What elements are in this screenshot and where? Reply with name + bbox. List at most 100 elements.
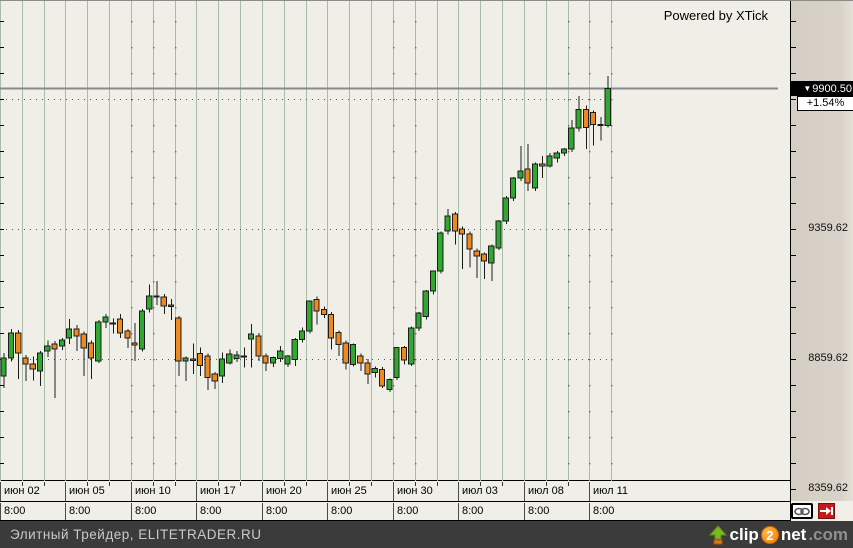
grid-dot [415, 281, 417, 283]
grid-dot [393, 255, 395, 257]
candle-up [415, 312, 422, 329]
clip2net-logo[interactable]: clip 2 net .com [708, 521, 848, 548]
grid-dot [568, 203, 570, 205]
grid-dot [589, 359, 591, 361]
grid-dot [415, 151, 417, 153]
day-minor-tick [22, 482, 23, 486]
price-axis-tick [791, 463, 796, 464]
candle-down [597, 123, 604, 127]
grid-dot [611, 281, 613, 283]
candle-up [444, 215, 451, 232]
grid-dot [153, 177, 155, 179]
plot-area[interactable]: Powered by XTick [0, 1, 790, 481]
candle-down [197, 353, 204, 366]
price-axis-tick [791, 99, 796, 100]
grid-dot [175, 255, 177, 257]
candle-down [15, 332, 22, 354]
grid-dot [611, 203, 613, 205]
day-minor-tick [284, 482, 285, 486]
grid-dot [415, 463, 417, 465]
date-label: июн 17 [196, 482, 261, 501]
candle-up [146, 295, 153, 310]
price-axis-tick [791, 21, 796, 22]
grid-dot [611, 437, 613, 439]
time-label: 8:00 [458, 503, 523, 520]
grid-dot [153, 255, 155, 257]
candle-down [262, 355, 269, 364]
grid-dot [175, 73, 177, 75]
candle-down [51, 343, 58, 350]
grid-dot [415, 21, 417, 23]
price-axis-tick [791, 255, 796, 256]
grid-dot [415, 99, 417, 101]
grid-dot [415, 385, 417, 387]
candle-down [459, 228, 466, 235]
day-minor-tick [87, 482, 88, 486]
grid-dot [568, 229, 570, 231]
grid-dot [131, 385, 133, 387]
time-label: 8:00 [524, 503, 589, 520]
grid-dot [589, 255, 591, 257]
price-axis-panel: 9359.62 8859.62 8359.62 ▼9900.50 +1.54% [790, 1, 853, 521]
grid-dot [175, 125, 177, 127]
day-minor-tick [480, 482, 481, 486]
grid-dot [153, 437, 155, 439]
grid-dot [415, 437, 417, 439]
candle-down [175, 317, 182, 362]
candle-down [342, 342, 349, 364]
candle-up [531, 163, 539, 189]
date-label: июн 20 [262, 482, 327, 501]
candle-up [233, 354, 240, 360]
time-label: 8:00 [131, 503, 196, 520]
grid-dot [589, 125, 591, 127]
grid-dot [131, 177, 133, 179]
grid-dot [153, 385, 155, 387]
candle-up [269, 356, 277, 364]
grid-dot [611, 411, 613, 413]
time-axis: 8:00 8:00 8:00 8:00 8:00 8:00 8:00 8:00 8:00 8:00 [0, 503, 790, 521]
grid-dot [175, 463, 177, 465]
grid-dot [393, 463, 395, 465]
grid-dot [568, 307, 570, 309]
date-label: июн 25 [327, 482, 392, 501]
grid-dot [568, 437, 570, 439]
forward-icon[interactable] [818, 503, 835, 519]
candle-down [473, 250, 480, 257]
status-bar: Элитный Трейдер, ELITETRADER.RU clip 2 n… [0, 521, 853, 548]
candle-up [167, 304, 175, 307]
candle-up [247, 333, 255, 340]
candle-up [138, 310, 146, 350]
grid-dot [393, 385, 395, 387]
candle-up [422, 290, 429, 317]
day-minor-tick [349, 482, 350, 486]
date-label: июл 08 [524, 482, 589, 501]
candle-down [328, 313, 335, 339]
grid-dot [415, 411, 417, 413]
candle-down [335, 332, 342, 345]
grid-dot [589, 411, 591, 413]
grid-dot [175, 411, 177, 413]
grid-dot [131, 229, 133, 231]
grid-dot [153, 125, 155, 127]
candle-down [255, 335, 262, 357]
time-label: 8:00 [0, 503, 65, 520]
day-minor-tick [218, 482, 219, 486]
grid-dot [568, 99, 570, 101]
day-minor-tick [153, 482, 154, 486]
candle-down [116, 318, 124, 334]
grid-dot [131, 21, 133, 23]
day-minor-tick [306, 482, 307, 486]
price-axis-tick [791, 177, 796, 178]
candle-up [109, 322, 116, 325]
link-icon[interactable] [791, 503, 813, 519]
grid-dot [131, 203, 133, 205]
grid-dot [393, 307, 395, 309]
candle-down [131, 342, 138, 346]
grid-dot [153, 21, 155, 23]
grid-dot [175, 99, 177, 101]
grid-dot [175, 437, 177, 439]
price-axis-tick [791, 151, 796, 152]
candle-down [160, 296, 167, 307]
grid-dot [611, 73, 613, 75]
candle-up [36, 352, 44, 372]
